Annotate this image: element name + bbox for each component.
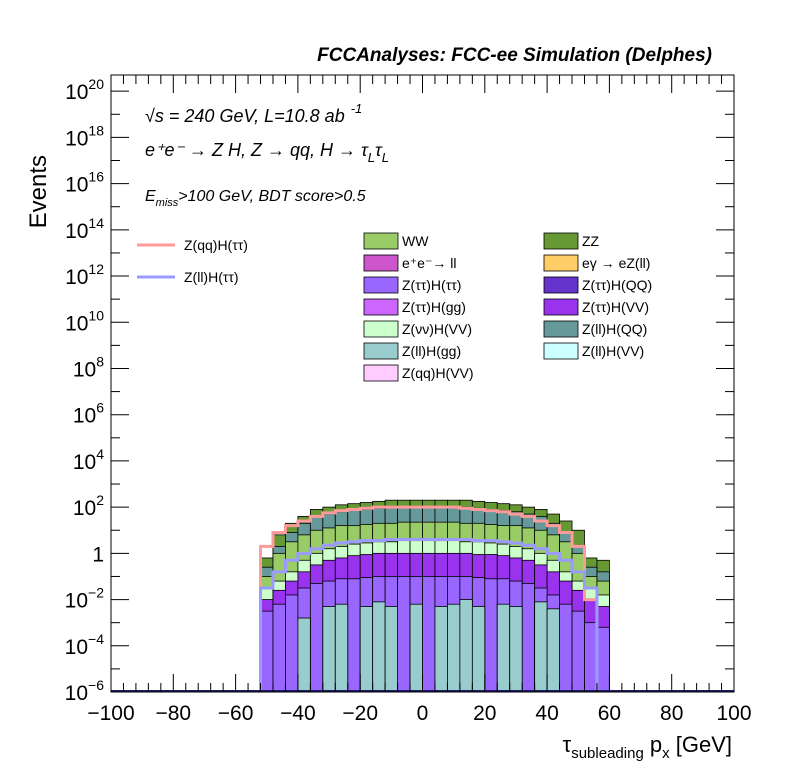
x-tick-label: 80 — [660, 702, 683, 725]
svg-text:Z(ll)H(QQ): Z(ll)H(QQ) — [582, 321, 647, 337]
svg-text:Z(ττ)H(gg): Z(ττ)H(gg) — [402, 299, 466, 315]
y-tick-label: 104 — [73, 446, 104, 474]
axis-ticks — [110, 75, 735, 693]
histogram-bin — [309, 582, 324, 693]
chart-title: FCCAnalyses: FCC-ee Simulation (Delphes) — [317, 45, 712, 66]
annotation-selection: Emiss>100 GeV, BDT score>0.5 — [145, 188, 366, 209]
legend-item: Z(ττ)H(ττ) — [363, 276, 461, 294]
legend-item: e⁺e⁻→ ll — [363, 254, 456, 272]
histogram-bin — [434, 606, 448, 693]
svg-text:Z(qq)H(ττ): Z(qq)H(ττ) — [184, 237, 248, 253]
y-tick-label: 10−4 — [65, 631, 105, 659]
y-tick-label: 102 — [73, 492, 104, 520]
x-tick-label: −100 — [87, 702, 134, 725]
y-tick-label: 106 — [73, 400, 104, 428]
histogram-bin — [347, 578, 361, 693]
stack-z-ll-h-gg- — [297, 599, 560, 693]
histogram-bin — [285, 594, 299, 693]
histogram-bin — [546, 608, 560, 693]
y-tick-label: 1020 — [65, 76, 104, 104]
signal-line-z-qq-h- — [259, 505, 599, 692]
svg-text:Z(ll)H(ττ): Z(ll)H(ττ) — [184, 269, 239, 285]
legend-signal: Z(qq)H(ττ) Z(ll)H(ττ) — [137, 237, 248, 285]
annotation-process: e⁺e⁻ → Z H, Z → qq, H → τLτL — [145, 140, 389, 165]
histogram-bin — [559, 603, 573, 693]
svg-text:Z(ττ)H(VV): Z(ττ)H(VV) — [582, 299, 649, 315]
x-tick-label: −60 — [218, 702, 254, 725]
x-axis-label: τsubleading px [GeV] — [563, 732, 732, 762]
histogram-bin — [359, 606, 374, 693]
histogram-bin — [322, 606, 336, 693]
legend-item: Z(ll)H(QQ) — [543, 320, 647, 338]
legend-item: ZZ — [543, 232, 600, 250]
histogram-bin — [521, 582, 536, 693]
signal-line-z-ll-h- — [259, 537, 599, 692]
histogram-bin — [509, 606, 523, 693]
y-axis-label: Events — [25, 155, 52, 228]
stacked-histograms — [260, 499, 610, 693]
legend-item: Z(νν)H(VV) — [363, 320, 472, 338]
svg-text:eγ → eZ(ll): eγ → eZ(ll) — [582, 255, 650, 271]
x-tick-label: 0 — [417, 702, 429, 725]
legend-item: eγ → eZ(ll) — [543, 254, 650, 272]
y-tick-label: 1018 — [65, 122, 104, 150]
histogram-bin — [459, 599, 473, 693]
y-tick-labels: 10−6 10−4 10−2 1 102 104 106 108 1010 101… — [65, 76, 105, 705]
y-tick-label: 10−2 — [65, 585, 105, 613]
legend-item: Z(ll)H(gg) — [363, 342, 461, 360]
legend-item: WW — [363, 232, 429, 250]
x-tick-label: 60 — [598, 702, 621, 725]
legend-background: WW ZZ e⁺e⁻→ ll eγ → eZ(ll) Z(ττ)H(ττ) Z(ττ)H(… — [363, 232, 652, 382]
histogram-bin — [372, 601, 386, 693]
legend-item: Z(ττ)H(QQ) — [543, 276, 652, 294]
x-tick-label: 40 — [535, 702, 558, 725]
svg-text:e⁺e⁻→ ll: e⁺e⁻→ ll — [402, 255, 456, 271]
y-tick-label: 1014 — [65, 215, 104, 243]
x-tick-label: 100 — [716, 702, 751, 725]
histogram-bin — [596, 626, 610, 693]
histogram-bin — [260, 610, 274, 693]
svg-text:Z(ττ)H(ττ): Z(ττ)H(ττ) — [402, 277, 461, 293]
histogram-bin — [447, 603, 461, 693]
histogram-bin — [397, 576, 411, 693]
histogram-bin — [272, 603, 286, 693]
histogram-bin — [584, 622, 598, 693]
x-tick-labels: −100 −80 −60 −40 −20 0 20 40 60 80 100 — [87, 702, 751, 725]
histogram-bin — [484, 578, 498, 693]
y-tick-label: 108 — [73, 353, 104, 381]
y-tick-label: 10−6 — [65, 677, 105, 705]
x-tick-label: 20 — [473, 702, 496, 725]
svg-text:Z(qq)H(VV): Z(qq)H(VV) — [402, 365, 474, 381]
legend-item: Z(ll)H(VV) — [543, 342, 644, 360]
histogram-bin — [571, 610, 585, 693]
histogram-bin — [297, 617, 311, 693]
y-tick-label: 1 — [92, 543, 104, 566]
svg-text:Z(ll)H(gg): Z(ll)H(gg) — [402, 343, 461, 359]
legend-item: Z(ττ)H(VV) — [543, 298, 649, 316]
svg-text:Z(νν)H(VV): Z(νν)H(VV) — [402, 321, 472, 337]
x-tick-label: −80 — [155, 702, 191, 725]
svg-text:ZZ: ZZ — [582, 233, 600, 249]
y-tick-label: 1012 — [65, 261, 104, 289]
x-tick-label: −20 — [342, 702, 378, 725]
legend-item: Z(ll)H(ττ) — [137, 269, 239, 285]
histogram-bin — [471, 606, 486, 693]
svg-text:Z(ττ)H(QQ): Z(ττ)H(QQ) — [582, 277, 652, 293]
histogram-bin — [496, 603, 511, 693]
histogram-bin — [334, 603, 349, 693]
y-tick-label: 1016 — [65, 169, 104, 197]
histogram-bin — [422, 576, 436, 693]
x-tick-label: −40 — [280, 702, 316, 725]
histogram-bin — [384, 606, 398, 693]
annotation-energy: √s = 240 GeV, L=10.8 ab -1 — [145, 101, 362, 126]
svg-text:Z(ll)H(VV): Z(ll)H(VV) — [582, 343, 644, 359]
legend-item: Z(qq)H(ττ) — [137, 237, 248, 253]
legend-item: Z(qq)H(VV) — [363, 364, 474, 382]
legend-item: Z(ττ)H(gg) — [363, 298, 466, 316]
svg-text:WW: WW — [402, 233, 429, 249]
y-tick-label: 1010 — [65, 307, 104, 335]
histogram-bin — [534, 601, 548, 693]
histogram-bin — [409, 603, 423, 693]
